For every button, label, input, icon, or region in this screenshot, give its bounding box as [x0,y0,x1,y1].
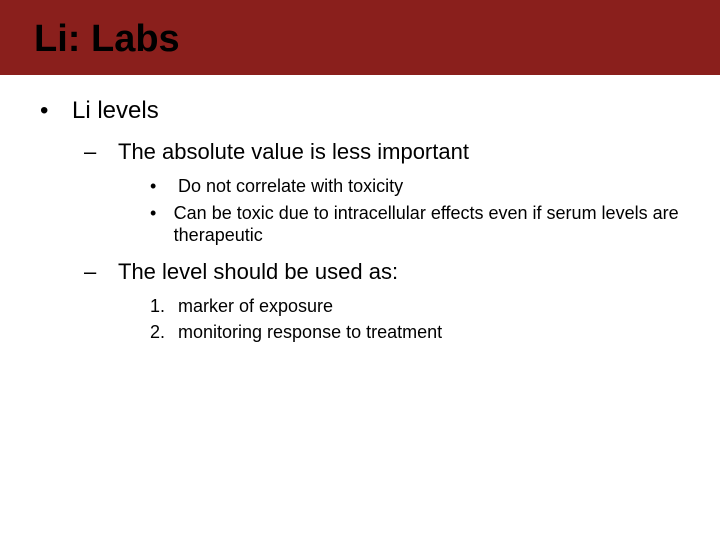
dash-icon: – [84,139,118,165]
number-marker: 2. [150,321,178,344]
title-bar: Li: Labs [0,0,720,75]
number-marker: 1. [150,295,178,318]
list-item: – The level should be used as: [84,259,680,285]
list-item: – The absolute value is less important [84,139,680,165]
bullet-icon: • [40,97,72,125]
list-item-text: The absolute value is less important [118,139,469,165]
dash-icon: – [84,259,118,285]
list-item-text: marker of exposure [178,295,333,318]
bullet-icon: • [150,175,178,198]
list-item-text: monitoring response to treatment [178,321,442,344]
list-item-text: Do not correlate with toxicity [178,175,403,198]
slide-body: • Li levels – The absolute value is less… [0,75,720,344]
slide: Li: Labs • Li levels – The absolute valu… [0,0,720,540]
list-item: • Li levels [40,97,680,125]
slide-title: Li: Labs [34,18,720,61]
list-item-text: Li levels [72,97,159,125]
list-item-text: The level should be used as: [118,259,398,285]
list-item-text: Can be toxic due to intracellular effect… [174,202,680,247]
list-item: 2. monitoring response to treatment [150,321,680,344]
list-item: • Do not correlate with toxicity [150,175,680,198]
list-item: 1. marker of exposure [150,295,680,318]
list-item: • Can be toxic due to intracellular effe… [150,202,680,247]
bullet-icon: • [150,202,174,247]
